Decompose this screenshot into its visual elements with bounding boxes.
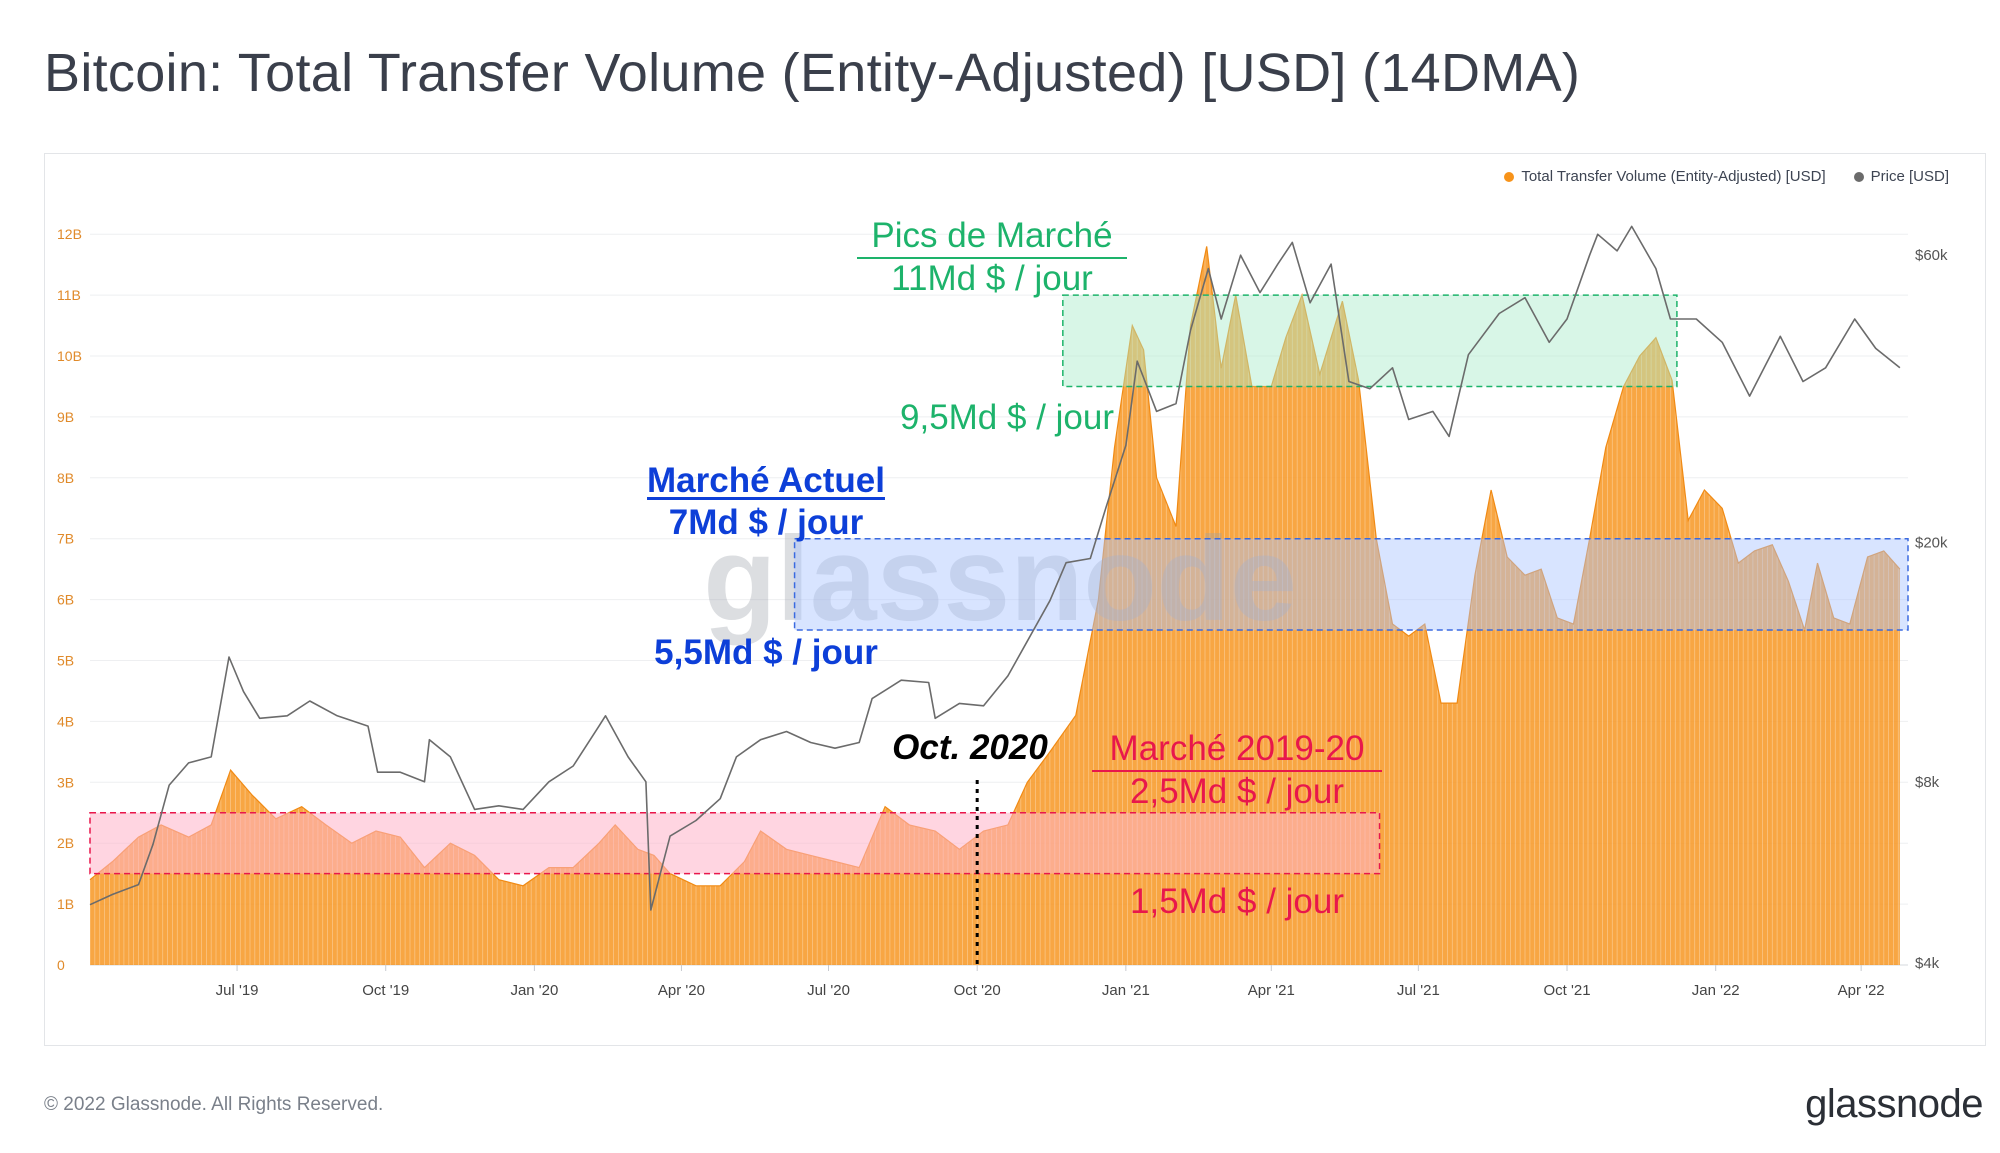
legend-item-volume[interactable]: Total Transfer Volume (Entity-Adjusted) …: [1504, 168, 1826, 185]
y-left-tick-label: 12B: [57, 226, 82, 242]
y1920-title: Marché 2019-20: [1092, 729, 1382, 772]
band-market-2019-20: [89, 812, 1381, 875]
watermark: glassnode: [703, 512, 1297, 646]
x-tick-label: Apr '20: [658, 982, 705, 999]
price-line: [89, 225, 1901, 911]
x-tick-label: Apr '21: [1248, 982, 1295, 999]
legend-volume-swatch: [1504, 171, 1515, 182]
peak-bottom-label: 9,5Md $ / jour: [900, 398, 1114, 437]
peak-title: Pics de Marché: [857, 216, 1127, 259]
page-title: Bitcoin: Total Transfer Volume (Entity-A…: [44, 43, 1581, 103]
volume-area: [90, 246, 1900, 965]
legend-price-label: Price [USD]: [1870, 168, 1949, 185]
y-right-tick-label: $8k: [1915, 774, 1940, 791]
legend-item-price[interactable]: Price [USD]: [1853, 168, 1949, 185]
x-tick-label: Jul '20: [807, 982, 850, 999]
y1920-bottom-label: 1,5Md $ / jour: [1130, 882, 1344, 921]
legend-price-swatch: [1853, 171, 1864, 182]
band-current-market: [793, 537, 1909, 631]
current-top-label: 7Md $ / jour: [668, 503, 864, 542]
chart-legend: Total Transfer Volume (Entity-Adjusted) …: [1504, 168, 1949, 185]
y-left-tick-label: 5B: [57, 653, 74, 669]
copyright: © 2022 Glassnode. All Rights Reserved.: [44, 1094, 384, 1115]
x-tick-label: Jan '20: [510, 982, 558, 999]
y-left-tick-label: 7B: [57, 531, 74, 547]
legend-volume-label: Total Transfer Volume (Entity-Adjusted) …: [1521, 168, 1826, 185]
y-right-tick-label: $20k: [1915, 534, 1948, 551]
band-market-peaks: [1062, 294, 1678, 388]
y-right-tick-label: $4k: [1915, 955, 1940, 972]
glassnode-logo: glassnode: [1805, 1082, 1983, 1126]
y-left-tick-label: 1B: [57, 896, 74, 912]
x-tick-label: Oct '20: [954, 982, 1001, 999]
x-tick-label: Apr '22: [1838, 982, 1885, 999]
y-left-tick-label: 10B: [57, 348, 82, 364]
y-left-tick-label: 8B: [57, 470, 74, 486]
y-left-tick-label: 2B: [57, 835, 74, 851]
y-left-tick-label: 3B: [57, 774, 74, 790]
oct2020-marker-label: Oct. 2020: [892, 728, 1048, 767]
x-tick-label: Jul '19: [216, 982, 259, 999]
peak-top-label: 11Md $ / jour: [891, 259, 1093, 298]
y-left-tick-label: 9B: [57, 409, 74, 425]
x-tick-label: Jan '21: [1102, 982, 1150, 999]
y-left-tick-label: 6B: [57, 592, 74, 608]
y-right-tick-label: $60k: [1915, 247, 1948, 264]
current-bottom-label: 5,5Md $ / jour: [654, 633, 878, 672]
x-tick-label: Jul '21: [1397, 982, 1440, 999]
y-left-tick-label: 11B: [57, 287, 81, 303]
y1920-top-label: 2,5Md $ / jour: [1130, 772, 1344, 811]
x-tick-label: Oct '19: [362, 982, 409, 999]
current-title: Marché Actuel: [647, 461, 885, 500]
x-tick-label: Jan '22: [1692, 982, 1740, 999]
x-tick-label: Oct '21: [1543, 982, 1590, 999]
y-left-tick-label: 0: [57, 957, 65, 973]
y-left-tick-label: 4B: [57, 713, 74, 729]
